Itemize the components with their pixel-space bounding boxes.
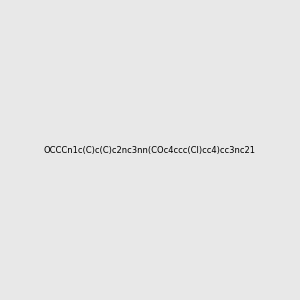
- Text: OCCCn1c(C)c(C)c2nc3nn(COc4ccc(Cl)cc4)cc3nc21: OCCCn1c(C)c(C)c2nc3nn(COc4ccc(Cl)cc4)cc3…: [44, 146, 256, 154]
